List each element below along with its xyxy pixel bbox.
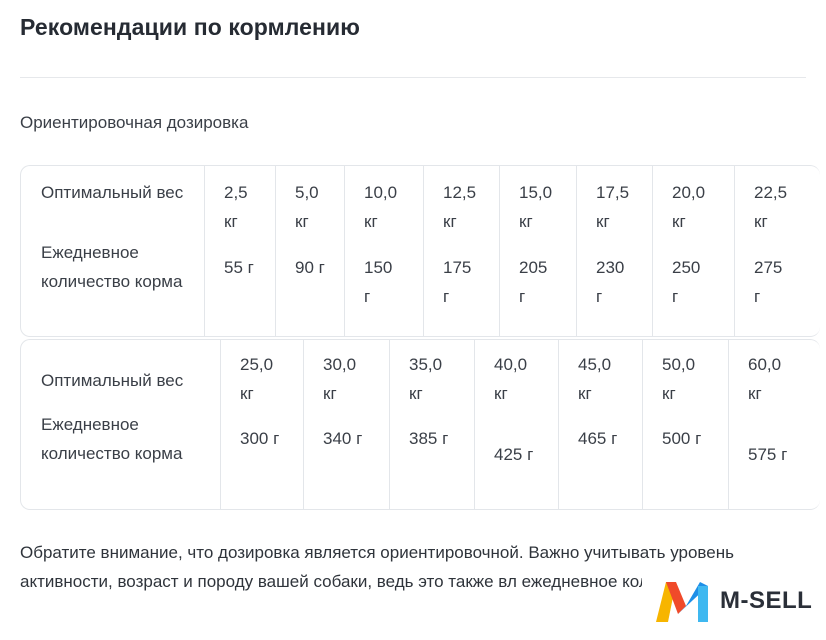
amount-label: Ежедневное количество корма bbox=[41, 415, 183, 463]
dosage-note: Обратите внимание, что дозировка являетс… bbox=[20, 543, 752, 591]
table-column: 17,5 кг 230 г bbox=[577, 166, 653, 336]
amount-value: 150 г bbox=[364, 258, 393, 306]
amount-value: 575 г bbox=[748, 445, 788, 464]
table-column: 10,0 кг 150 г bbox=[345, 166, 424, 336]
amount-value: 230 г bbox=[596, 258, 625, 306]
amount-value: 300 г bbox=[240, 429, 280, 448]
weight-value: 15,0 кг bbox=[519, 183, 553, 231]
divider bbox=[20, 77, 806, 78]
amount-value: 425 г bbox=[494, 445, 534, 464]
table-column: 15,0 кг 205 г bbox=[500, 166, 577, 336]
dosage-subtitle: Ориентировочная дозировка bbox=[20, 113, 249, 132]
table-column: 12,5 кг 175 г bbox=[424, 166, 500, 336]
table-column: 45,0 кг 465 г bbox=[559, 340, 643, 509]
table-column: 50,0 кг 500 г bbox=[643, 340, 729, 509]
page-title: Рекомендации по кормлению bbox=[20, 14, 361, 40]
amount-value: 500 г bbox=[662, 429, 702, 448]
weight-value: 22,5 кг bbox=[754, 183, 788, 231]
amount-value: 250 г bbox=[672, 258, 701, 306]
amount-label: Ежедневное количество корма bbox=[41, 243, 183, 291]
weight-value: 50,0 кг bbox=[662, 355, 696, 403]
amount-value: 465 г bbox=[578, 429, 618, 448]
table-column: 2,5 кг 55 г bbox=[205, 166, 276, 336]
amount-value: 175 г bbox=[443, 258, 472, 306]
weight-value: 45,0 кг bbox=[578, 355, 612, 403]
m-sell-logo-icon bbox=[656, 582, 708, 622]
table-column: 22,5 кг 275 г bbox=[735, 166, 820, 336]
weight-value: 12,5 кг bbox=[443, 183, 477, 231]
amount-value: 340 г bbox=[323, 429, 363, 448]
amount-value: 275 г bbox=[754, 258, 783, 306]
logo-text: M-SELL bbox=[720, 587, 813, 614]
table-column: 20,0 кг 250 г bbox=[653, 166, 735, 336]
weight-label: Оптимальный вес bbox=[41, 183, 184, 202]
amount-value: 385 г bbox=[409, 429, 449, 448]
weight-label: Оптимальный вес bbox=[41, 371, 184, 390]
dosage-table-1: Оптимальный вес Ежедневное количество ко… bbox=[20, 165, 820, 337]
table-column: 30,0 кг 340 г bbox=[304, 340, 390, 509]
table-column: 5,0 кг 90 г bbox=[276, 166, 345, 336]
weight-value: 20,0 кг bbox=[672, 183, 706, 231]
table-column: 35,0 кг 385 г bbox=[390, 340, 475, 509]
weight-value: 17,5 кг bbox=[596, 183, 630, 231]
table-label-column: Оптимальный вес Ежедневное количество ко… bbox=[21, 340, 221, 509]
table-column: 60,0 кг 575 г bbox=[729, 340, 820, 509]
table-column: 40,0 кг 425 г bbox=[475, 340, 559, 509]
weight-value: 30,0 кг bbox=[323, 355, 357, 403]
table-label-column: Оптимальный вес Ежедневное количество ко… bbox=[21, 166, 205, 336]
dosage-table-2: Оптимальный вес Ежедневное количество ко… bbox=[20, 339, 820, 510]
weight-value: 25,0 кг bbox=[240, 355, 274, 403]
weight-value: 35,0 кг bbox=[409, 355, 443, 403]
weight-value: 60,0 кг bbox=[748, 355, 782, 403]
amount-value: 90 г bbox=[295, 258, 325, 277]
weight-value: 5,0 кг bbox=[295, 183, 319, 231]
amount-value: 205 г bbox=[519, 258, 548, 306]
table-column: 25,0 кг 300 г bbox=[221, 340, 304, 509]
amount-value: 55 г bbox=[224, 258, 254, 277]
weight-value: 40,0 кг bbox=[494, 355, 528, 403]
weight-value: 2,5 кг bbox=[224, 183, 248, 231]
weight-value: 10,0 кг bbox=[364, 183, 398, 231]
m-sell-logo: M-SELL bbox=[642, 572, 826, 630]
